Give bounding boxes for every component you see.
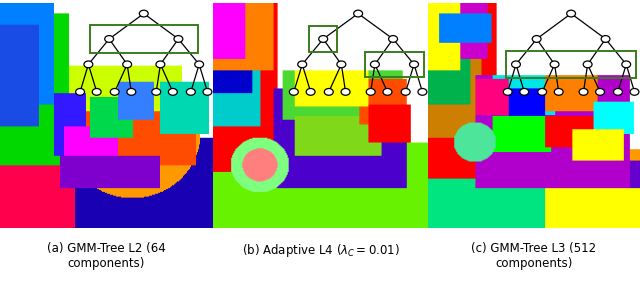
Circle shape: [503, 88, 512, 95]
Circle shape: [511, 61, 520, 68]
Circle shape: [168, 88, 177, 95]
Circle shape: [410, 61, 419, 68]
Circle shape: [401, 88, 410, 95]
Circle shape: [583, 61, 592, 68]
Circle shape: [306, 88, 315, 95]
Circle shape: [366, 88, 375, 95]
Circle shape: [76, 88, 84, 95]
Circle shape: [127, 88, 136, 95]
Circle shape: [140, 10, 148, 17]
Circle shape: [195, 61, 204, 68]
Circle shape: [123, 61, 132, 68]
Circle shape: [186, 88, 195, 95]
Text: (a) GMM-Tree L2 (64
components): (a) GMM-Tree L2 (64 components): [47, 242, 166, 270]
Circle shape: [538, 88, 547, 95]
Circle shape: [203, 88, 212, 95]
Bar: [506, 51, 636, 78]
Circle shape: [614, 88, 622, 95]
Circle shape: [337, 61, 346, 68]
Circle shape: [298, 61, 307, 68]
Circle shape: [579, 88, 588, 95]
Bar: [90, 25, 198, 53]
Circle shape: [383, 88, 392, 95]
Circle shape: [532, 36, 541, 42]
Circle shape: [324, 88, 333, 95]
Circle shape: [550, 61, 559, 68]
Circle shape: [92, 88, 101, 95]
Circle shape: [566, 10, 575, 17]
Circle shape: [371, 61, 380, 68]
Circle shape: [341, 88, 350, 95]
Circle shape: [622, 61, 630, 68]
Circle shape: [152, 88, 161, 95]
Circle shape: [418, 88, 427, 95]
Circle shape: [84, 61, 93, 68]
Circle shape: [630, 88, 639, 95]
Circle shape: [156, 61, 165, 68]
Circle shape: [105, 36, 113, 42]
Circle shape: [520, 88, 529, 95]
Circle shape: [289, 88, 298, 95]
Bar: [365, 52, 424, 77]
Bar: [309, 26, 337, 52]
Circle shape: [110, 88, 119, 95]
Text: (c) GMM-Tree L3 (512
components): (c) GMM-Tree L3 (512 components): [472, 242, 596, 270]
Circle shape: [554, 88, 563, 95]
Circle shape: [354, 10, 363, 17]
Circle shape: [319, 36, 328, 42]
Circle shape: [388, 36, 397, 42]
Circle shape: [601, 36, 610, 42]
Circle shape: [174, 36, 183, 42]
Circle shape: [596, 88, 604, 95]
Text: (b) Adaptive L4 ($\lambda_C = 0.01$): (b) Adaptive L4 ($\lambda_C = 0.01$): [241, 242, 399, 259]
